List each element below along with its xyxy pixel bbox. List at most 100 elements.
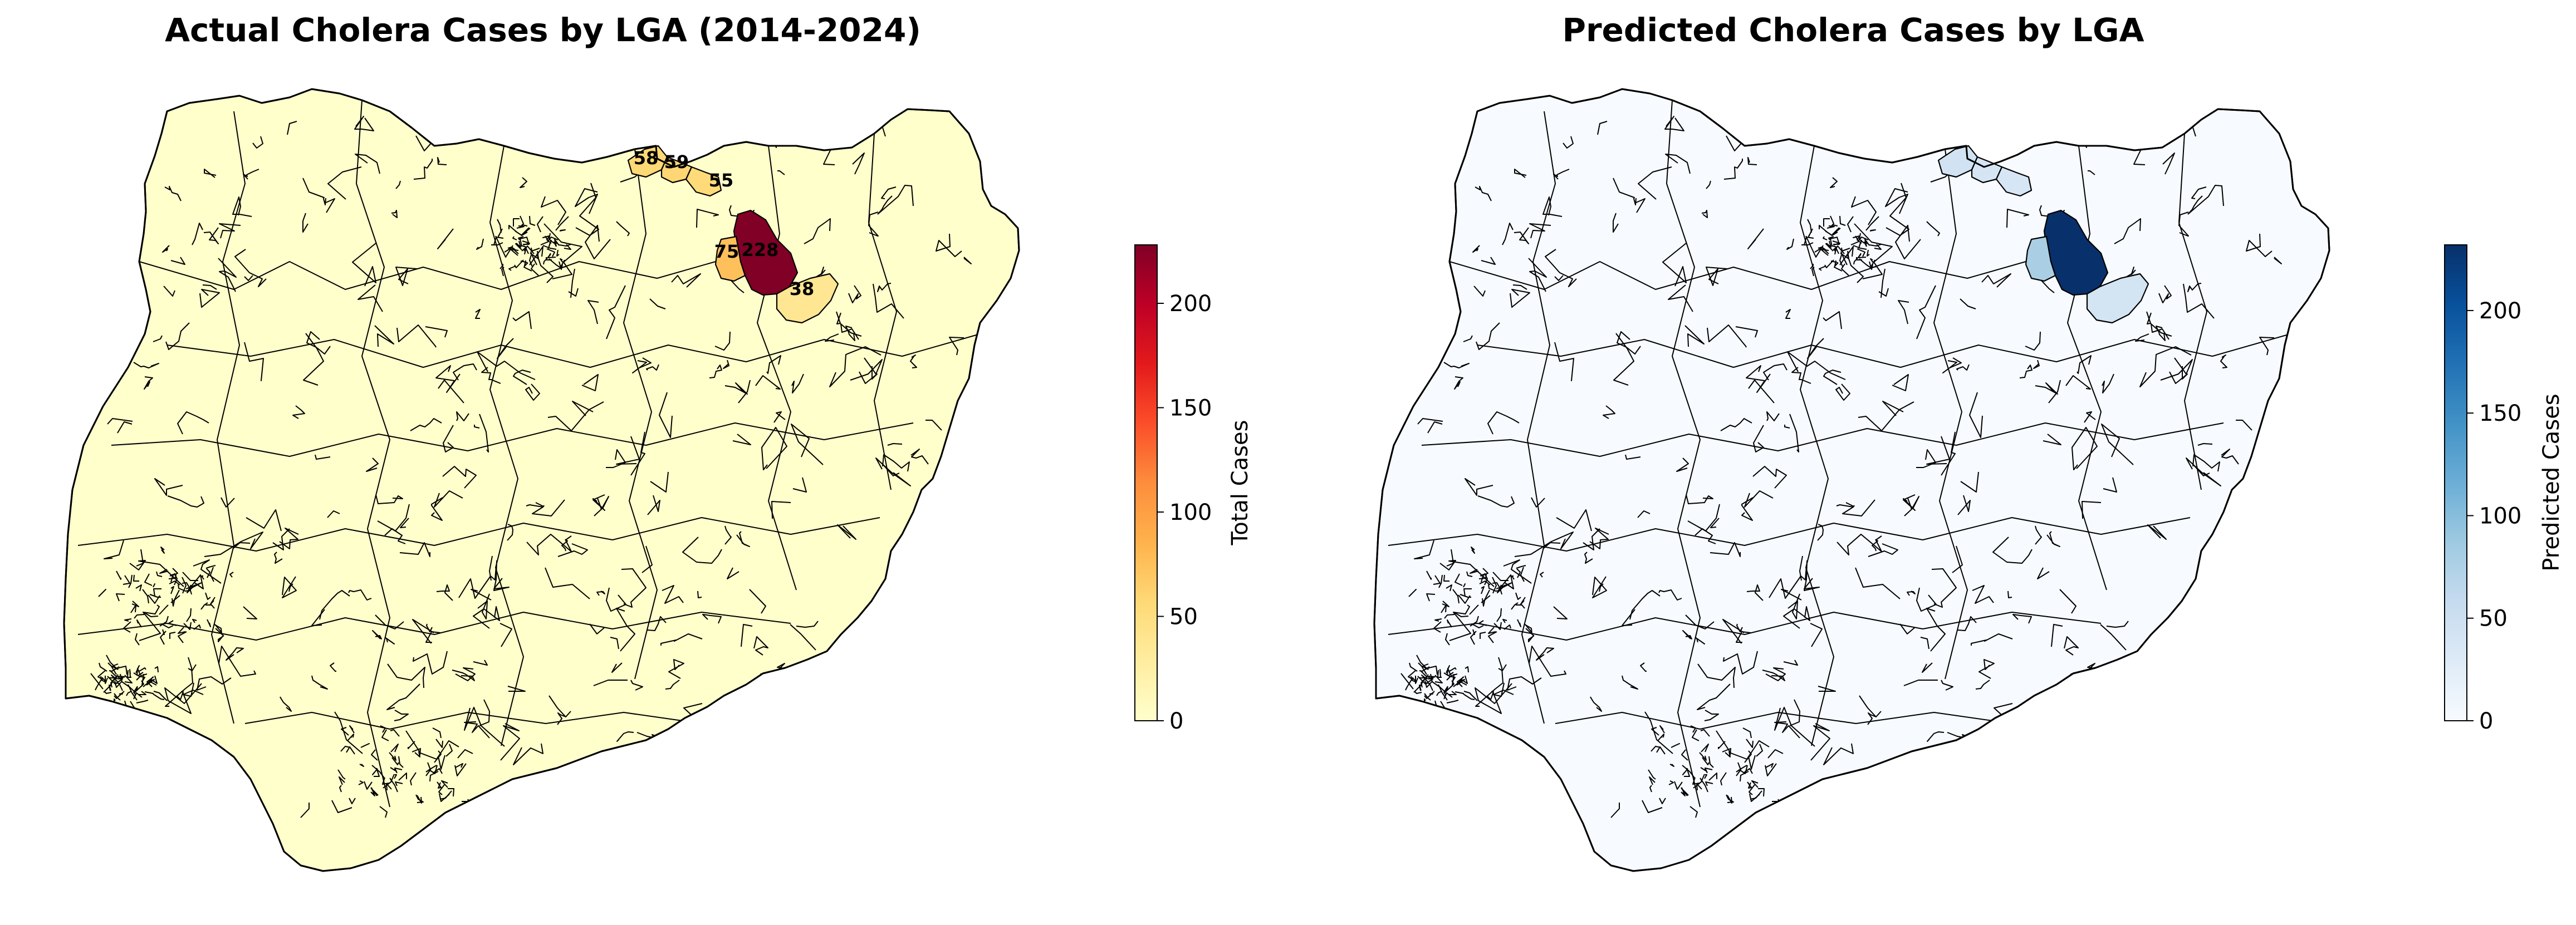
left-lga-boundary [390, 729, 400, 737]
right-lga-boundary [2187, 195, 2203, 215]
right-lga-boundary [1388, 517, 2191, 552]
right-lga-boundary [1736, 762, 1741, 776]
right-lga-boundary [1854, 223, 1893, 279]
right-lga-boundary [1496, 608, 1502, 622]
left-lga-boundary [611, 662, 623, 673]
left-lga-boundary [556, 249, 560, 257]
left-lga-boundary [790, 624, 816, 651]
left-lga-boundary [183, 622, 192, 630]
right-colorbar-tick-label: 50 [2479, 606, 2508, 632]
right-lga-boundary [2133, 145, 2146, 165]
right-lga-boundary [1470, 569, 1479, 574]
right-lga-boundary [1659, 798, 1666, 804]
left-lga-boundary [501, 267, 505, 277]
left-lga-boundary [875, 457, 911, 486]
left-lga-boundary [244, 712, 702, 730]
left-lga-boundary [445, 744, 453, 757]
left-lga-boundary [437, 781, 442, 789]
right-lga-boundary [1705, 781, 1713, 786]
left-lga-boundary [386, 683, 420, 710]
left-lga-boundary [143, 679, 151, 687]
left-lga-boundary [435, 739, 443, 748]
left-lga-boundary [518, 236, 524, 240]
left-lga-boundary [159, 569, 169, 574]
right-lga-boundary [1807, 219, 1812, 233]
left-lga-boundary [568, 112, 580, 130]
right-lga-boundary [1555, 712, 2012, 730]
left-lga-boundary [621, 568, 647, 608]
right-lga-boundary [1488, 631, 1497, 643]
right-lga-boundary [1784, 425, 1790, 429]
left-lga-boundary [364, 781, 373, 790]
left-lga-boundary [168, 574, 177, 579]
right-lga-boundary [1857, 248, 1865, 257]
right-lga-boundary [1869, 261, 1873, 270]
right-lga-boundary [1511, 602, 1519, 610]
left-lga-boundary [144, 376, 153, 390]
left-lga-boundary [138, 691, 146, 695]
left-lga-boundary [141, 673, 144, 686]
left-lga-boundary [652, 749, 663, 770]
right-lga-boundary [1625, 454, 1641, 460]
right-lga-boundary [1727, 795, 1732, 804]
right-lga-boundary [1419, 685, 1422, 691]
right-lga-boundary [2012, 614, 2032, 624]
right-lga-boundary [1476, 322, 1500, 350]
right-lga-boundary [1424, 691, 1435, 699]
left-lga-boundary [647, 616, 667, 631]
left-case-label-lga-38: 38 [790, 278, 815, 299]
left-lga-boundary [520, 177, 527, 188]
right-lga-boundary [1424, 680, 1433, 688]
left-lga-boundary [520, 237, 528, 247]
left-lga-boundary [540, 235, 549, 245]
right-lga-boundary [1736, 623, 1743, 632]
right-lga-boundary [1814, 247, 1829, 254]
right-lga-boundary [1746, 739, 1754, 748]
left-lga-boundary [185, 574, 204, 590]
right-lga-boundary [1472, 245, 1480, 253]
right-lga-boundary [1895, 225, 1921, 259]
left-lga-boundary [252, 136, 263, 149]
left-lga-boundary [142, 589, 149, 604]
right-lga-boundary [1747, 228, 1764, 249]
left-lga-boundary [303, 333, 324, 386]
right-lga-boundary [1834, 245, 1845, 254]
right-lga-boundary [1674, 781, 1683, 790]
left-lga-boundary [331, 800, 352, 813]
left-lga-boundary [905, 543, 937, 582]
right-lga-boundary [1686, 494, 1713, 504]
right-lga-boundary [1439, 560, 1495, 587]
left-lga-boundary [229, 572, 234, 578]
left-lga-boundary [555, 216, 569, 231]
left-lga-boundary [396, 324, 437, 348]
right-lga-boundary [1443, 362, 1470, 368]
left-lga-boundary [327, 166, 362, 200]
left-lga-boundary [453, 363, 477, 381]
left-lga-boundary [395, 781, 403, 786]
right-lga-boundary [1521, 111, 1556, 724]
right-lga-boundary [1865, 216, 1879, 231]
left-lga-boundary [375, 614, 404, 629]
left-lga-boundary [371, 749, 378, 761]
left-lga-boundary [714, 331, 731, 351]
left-lga-boundary [389, 752, 396, 761]
right-lga-boundary [1804, 560, 1820, 591]
left-lga-boundary [723, 360, 729, 369]
right-lga-boundary [2236, 420, 2252, 431]
left-lga-boundary [596, 591, 605, 596]
right-lga-boundary [1692, 729, 1700, 741]
right-lga-boundary [1857, 236, 1862, 244]
left-lga-boundary [458, 565, 497, 599]
left-lga-boundary [215, 628, 224, 642]
right-lga-boundary [1589, 528, 1609, 549]
left-lga-boundary [837, 524, 856, 540]
left-map-title: Actual Cholera Cases by LGA (2014-2024) [165, 11, 921, 49]
right-lga-boundary [1444, 614, 1455, 619]
right-lga-boundary [1847, 216, 1854, 233]
right-lga-boundary [1975, 680, 1990, 690]
left-lga-boundary [178, 584, 192, 595]
right-lga-boundary [1685, 614, 1715, 629]
right-lga-boundary [1484, 573, 1488, 585]
left-lga-boundary [232, 542, 251, 549]
left-lga-boundary [753, 636, 768, 656]
